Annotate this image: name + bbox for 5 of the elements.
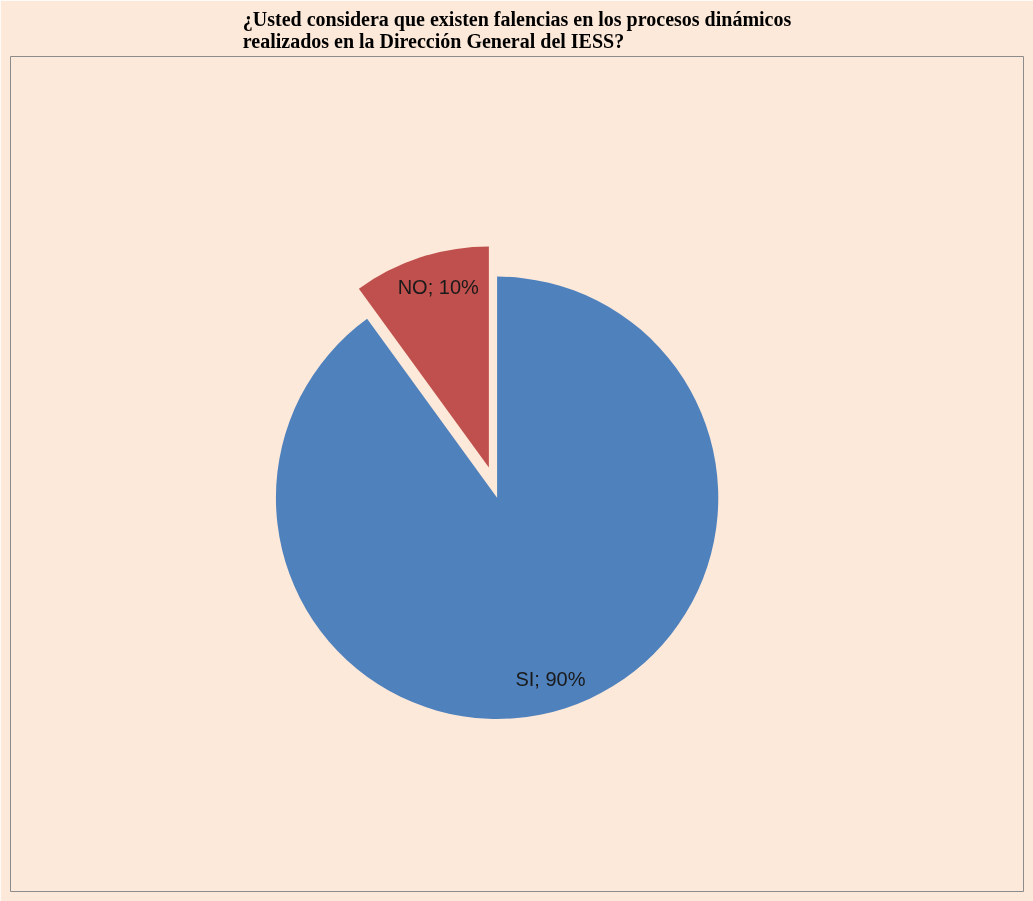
data-label: ; 10% [427, 275, 480, 298]
slice-label: SI [515, 667, 535, 690]
slice-label: NO [397, 275, 428, 298]
data-label: ; 90% [534, 667, 586, 690]
chart-title: ¿Usted considera que existen falencias en los procesos dinámicos realizados en la Dirección General del IESS? [242, 7, 792, 52]
